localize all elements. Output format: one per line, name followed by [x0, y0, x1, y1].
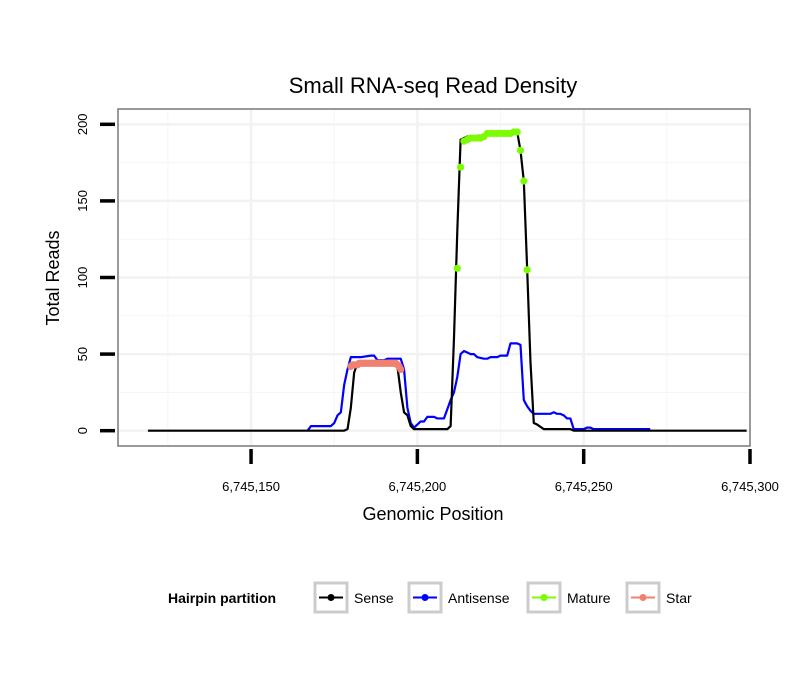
y-tick-label-4: 200 [75, 113, 90, 135]
legend-label-antisense: Antisense [448, 590, 510, 606]
point-mature-1 [457, 163, 465, 171]
y-tick-label-0: 0 [75, 427, 90, 434]
point-mature-21 [523, 266, 531, 274]
x-axis-title: Genomic Position [362, 504, 503, 524]
legend-item-mature: Mature [526, 581, 611, 614]
x-tick-label-1: 6,745,200 [388, 479, 446, 494]
legend-item-antisense: Antisense [407, 581, 510, 614]
series-mature [453, 128, 531, 274]
y-axis: 0 50 100 150 200 [75, 113, 115, 434]
plot-panel-border [117, 108, 751, 447]
legend-key-star-dot [639, 594, 647, 601]
point-mature-0 [453, 264, 461, 272]
series-line-antisense [306, 342, 651, 432]
x-axis: 6,745,150 6,745,200 6,745,250 6,745,300 [222, 449, 779, 494]
legend-key-sense-dot [327, 594, 335, 601]
x-tick-label-0: 6,745,150 [222, 479, 280, 494]
legend-label-star: Star [666, 590, 692, 606]
legend-item-star: Star [625, 581, 692, 614]
series-antisense [306, 342, 651, 432]
legend-key-antisense-dot [421, 594, 429, 601]
legend-label-mature: Mature [567, 590, 611, 606]
y-axis-title: Total Reads [43, 230, 63, 325]
legend-title: Hairpin partition [168, 590, 276, 606]
legend-key-mature-dot [540, 594, 548, 601]
point-mature-18 [513, 128, 521, 136]
y-tick-label-2: 100 [75, 267, 90, 289]
legend: Hairpin partition Sense Antisense Mature… [168, 581, 692, 614]
legend-label-sense: Sense [354, 590, 394, 606]
legend-item-sense: Sense [313, 581, 394, 614]
y-tick-label-1: 50 [75, 347, 90, 361]
x-tick-label-3: 6,745,300 [721, 479, 779, 494]
point-star-30 [397, 365, 405, 374]
y-tick-label-3: 150 [75, 190, 90, 212]
point-mature-20 [520, 177, 528, 185]
point-mature-19 [516, 146, 525, 154]
x-tick-label-2: 6,745,250 [555, 479, 613, 494]
chart-title: Small RNA-seq Read Density [289, 73, 578, 98]
series-layer [147, 128, 747, 432]
series-star [347, 359, 405, 374]
